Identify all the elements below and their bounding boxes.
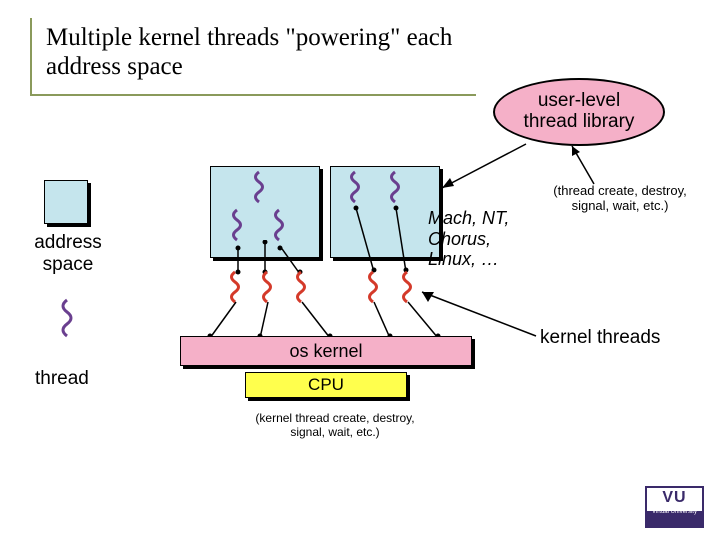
kernel-thread-icon xyxy=(290,270,312,304)
kernel-thread-icon xyxy=(396,270,418,304)
arrow-userlib-to-box xyxy=(436,140,536,200)
kernel-api-note: (kernel thread create, destroy, signal, … xyxy=(240,412,430,440)
user-thread-icon xyxy=(268,208,290,244)
legend-address-space-box xyxy=(44,180,88,224)
vu-logo: VU Virtual University xyxy=(645,486,704,528)
thread-api-note: (thread create, destroy, signal, wait, e… xyxy=(540,184,700,214)
cpu-box: CPU xyxy=(245,372,407,398)
kernel-thread-icon xyxy=(256,270,278,304)
slide: Multiple kernel threads "powering" each … xyxy=(0,0,720,540)
user-lib-l1: user-level xyxy=(538,91,620,112)
kernel-thread-icon xyxy=(362,270,384,304)
user-thread-icon xyxy=(248,170,270,206)
user-lib-l2: thread library xyxy=(524,112,635,133)
user-thread-icon xyxy=(226,208,248,244)
kernel-thread-icon xyxy=(224,270,246,304)
user-level-thread-library-oval: user-level thread library xyxy=(493,78,665,146)
legend-address-space-label: address space xyxy=(33,232,103,276)
legend-thread-label: thread xyxy=(35,368,89,390)
legend-thread-icon xyxy=(54,298,80,338)
arrow-kernel-threads xyxy=(416,286,546,342)
title-container: Multiple kernel threads "powering" each … xyxy=(30,18,476,96)
os-examples-label: Mach, NT, Chorus, Linux, … xyxy=(428,208,509,270)
vu-logo-subtext: Virtual University xyxy=(652,508,697,516)
kernel-threads-label: kernel threads xyxy=(540,327,660,349)
mapping-lines-2 xyxy=(330,200,440,280)
slide-title: Multiple kernel threads "powering" each … xyxy=(46,24,476,82)
vu-logo-text: VU xyxy=(662,488,686,508)
